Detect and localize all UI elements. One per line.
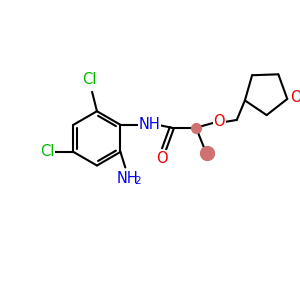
- Text: O: O: [156, 151, 168, 166]
- Text: Cl: Cl: [82, 72, 96, 87]
- Text: 2: 2: [135, 176, 141, 186]
- Text: NH: NH: [139, 117, 160, 132]
- Text: NH: NH: [116, 171, 138, 186]
- Text: Cl: Cl: [40, 144, 54, 159]
- Text: O: O: [214, 114, 225, 129]
- Text: O: O: [290, 89, 300, 104]
